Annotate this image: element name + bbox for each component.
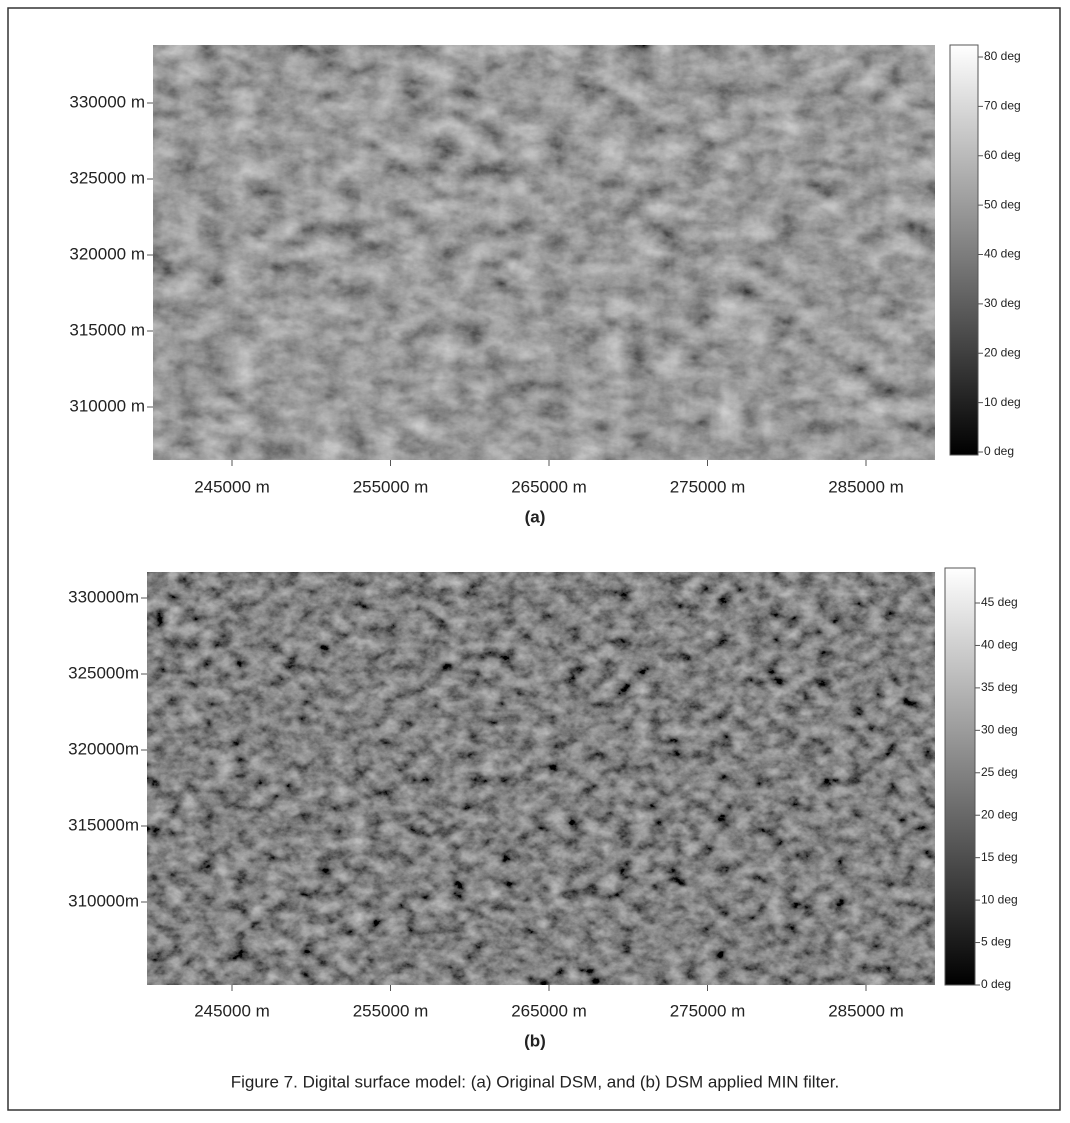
x-tick-label: 265000 m xyxy=(511,1001,587,1020)
y-tick-label: 310000 m xyxy=(69,396,145,415)
y-tick-label: 315000 m xyxy=(69,320,145,339)
colorbar-label: 25 deg xyxy=(981,765,1018,779)
y-tick-label: 325000m xyxy=(68,663,139,682)
y-tick-label: 310000m xyxy=(68,891,139,910)
colorbar-label: 0 deg xyxy=(981,977,1011,991)
colorbar-label: 20 deg xyxy=(984,345,1021,359)
colorbar-label: 10 deg xyxy=(981,892,1018,906)
x-tick-label: 285000 m xyxy=(828,477,904,496)
colorbar-label: 50 deg xyxy=(984,197,1021,211)
colorbar-label: 45 deg xyxy=(981,595,1018,609)
x-tick-label: 245000 m xyxy=(194,477,270,496)
y-tick-label: 330000m xyxy=(68,587,139,606)
x-tick-label: 275000 m xyxy=(670,1001,746,1020)
page: {"panels": [ {"yticks": ["330000 m", "32… xyxy=(0,0,1070,1118)
colorbar-label: 20 deg xyxy=(981,807,1018,821)
colorbar-label: 15 deg xyxy=(981,850,1018,864)
x-tick-label: 255000 m xyxy=(353,1001,429,1020)
colorbar-label: 40 deg xyxy=(981,638,1018,652)
colorbar-label: 30 deg xyxy=(981,723,1018,737)
caption: Figure 7. Digital surface model: (a) Ori… xyxy=(231,1072,839,1091)
colorbar-label: 70 deg xyxy=(984,99,1021,113)
x-tick-label: 265000 m xyxy=(511,477,587,496)
y-tick-label: 325000 m xyxy=(69,168,145,187)
raster-image xyxy=(153,45,935,460)
y-tick-label: 320000 m xyxy=(69,244,145,263)
colorbar-label: 30 deg xyxy=(984,296,1021,310)
y-tick-label: 320000m xyxy=(68,739,139,758)
y-tick-label: 315000m xyxy=(68,815,139,834)
colorbar-label: 35 deg xyxy=(981,680,1018,694)
panel-label: (a) xyxy=(525,507,546,526)
colorbar-label: 80 deg xyxy=(984,49,1021,63)
x-tick-label: 245000 m xyxy=(194,1001,270,1020)
colorbar xyxy=(950,45,978,455)
colorbar-label: 60 deg xyxy=(984,148,1021,162)
x-tick-label: 275000 m xyxy=(670,477,746,496)
colorbar-label: 5 deg xyxy=(981,935,1011,949)
colorbar-label: 40 deg xyxy=(984,247,1021,261)
x-tick-label: 285000 m xyxy=(828,1001,904,1020)
colorbar xyxy=(945,568,975,985)
y-tick-label: 330000 m xyxy=(69,92,145,111)
x-tick-label: 255000 m xyxy=(353,477,429,496)
figure: Figure 7. Digital surface model: (a) Ori… xyxy=(0,0,1070,1118)
colorbar-label: 0 deg xyxy=(984,444,1014,458)
colorbar-label: 10 deg xyxy=(984,395,1021,409)
panel-label: (b) xyxy=(524,1031,546,1050)
raster-image xyxy=(147,572,935,985)
